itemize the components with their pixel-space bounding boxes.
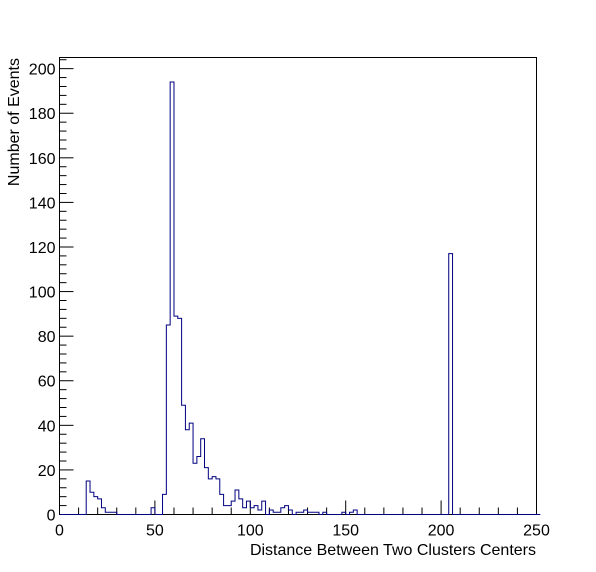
x-tick-label: 100: [237, 523, 264, 540]
histogram-series-line: [59, 81, 541, 515]
y-axis-title: Number of Events: [6, 58, 23, 186]
y-tick-label: 140: [29, 195, 56, 212]
y-tick-label: 80: [38, 329, 56, 346]
x-tick-label: 250: [523, 523, 550, 540]
x-axis-tick-labels: 0 50 100 150 200 250: [55, 523, 550, 540]
x-axis-ticks: [59, 500, 537, 515]
y-tick-label: 180: [29, 106, 56, 123]
y-tick-label: 60: [38, 374, 56, 391]
x-tick-label: 0: [55, 523, 64, 540]
y-tick-label: 100: [29, 285, 56, 302]
y-tick-label: 160: [29, 151, 56, 168]
y-tick-label: 200: [29, 62, 56, 79]
y-tick-label: 120: [29, 240, 56, 257]
x-axis-title: Distance Between Two Clusters Centers: [250, 542, 536, 559]
y-tick-label: 0: [47, 508, 56, 525]
y-axis-tick-labels: 0 20 40 60 80 100 120 140 160 180 200: [29, 62, 56, 525]
x-tick-label: 150: [332, 523, 359, 540]
plot-frame: [59, 57, 537, 515]
y-axis-ticks: [59, 59, 74, 515]
y-tick-label: 40: [38, 418, 56, 435]
y-tick-label: 20: [38, 463, 56, 480]
x-tick-label: 50: [146, 523, 164, 540]
x-tick-label: 200: [428, 523, 455, 540]
